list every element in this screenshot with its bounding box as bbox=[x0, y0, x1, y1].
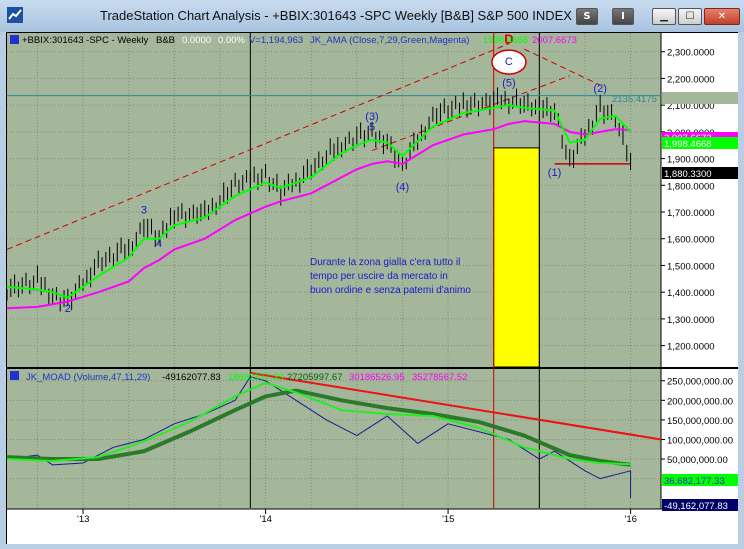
price-axis-label-4: 1,900.0000 bbox=[667, 155, 715, 166]
moad-value-5: 35278567.52 bbox=[412, 372, 467, 383]
wave-label-0: 2 bbox=[65, 303, 71, 315]
last-price-box bbox=[662, 167, 738, 179]
time-axis-label-2: '15 bbox=[442, 514, 454, 525]
price-symbol-label: +BBIX:301643 -SPC - Weekly bbox=[22, 35, 149, 46]
moad-value-1: -49162077.83 bbox=[162, 372, 221, 383]
moad-value-2: 18682177.33 bbox=[228, 372, 283, 383]
tradestation-icon bbox=[7, 7, 23, 23]
wave-label-4: 5 bbox=[369, 122, 375, 134]
time-axis-label-1: '14 bbox=[260, 514, 272, 525]
price-grid bbox=[7, 33, 661, 367]
wave-label-3: (3) bbox=[365, 111, 378, 123]
moad-fast-line bbox=[6, 381, 631, 466]
price-axis-label-10: 1,300.0000 bbox=[667, 315, 715, 326]
ama-slow-value: 2007.6673 bbox=[532, 35, 577, 46]
price-series bbox=[6, 33, 661, 508]
bnb-value: 0.0000 bbox=[182, 35, 211, 46]
price-axis-label-1: 2,200.0000 bbox=[667, 74, 715, 85]
annotation-line-2: tempo per uscire da mercato in bbox=[310, 271, 448, 282]
moad-value-3: 27205997.67 bbox=[287, 372, 342, 383]
volume-axis-label-3: 100,000,000.00 bbox=[667, 435, 733, 446]
wave-label-7: C bbox=[505, 56, 513, 68]
window-title: TradeStation Chart Analysis - +BBIX:3016… bbox=[100, 8, 572, 23]
last-price: 1,880.3300 bbox=[664, 169, 712, 180]
volume-axis-label-0: 250,000,000.00 bbox=[667, 377, 733, 388]
wave-label-8: D bbox=[504, 32, 513, 47]
wave-label-10: (1) bbox=[548, 167, 561, 179]
wave-label-1: 3 bbox=[141, 204, 147, 216]
moad-last-value: -49,162,077.83 bbox=[664, 501, 728, 512]
price-axis-label-8: 1,500.0000 bbox=[667, 261, 715, 272]
annotation-line-1: Durante la zona gialla c'era tutto il bbox=[310, 257, 460, 268]
interval-button[interactable]: I bbox=[612, 8, 634, 25]
time-axis-area bbox=[7, 509, 738, 544]
moad-green-value: 36,682,177.33 bbox=[664, 476, 725, 487]
trend-channel-down bbox=[523, 48, 601, 86]
green-value: 1,998.4668 bbox=[664, 139, 712, 150]
bnb-label: B&B bbox=[156, 35, 175, 46]
symbol-button[interactable]: S bbox=[576, 8, 598, 25]
ama-fast-value: 1998.4668 bbox=[483, 35, 528, 46]
moad-last-box bbox=[662, 499, 738, 511]
price-pane[interactable] bbox=[7, 33, 661, 367]
horizontal-line-label: 2135.4175 bbox=[612, 94, 657, 105]
volume-trend-line bbox=[250, 371, 662, 441]
price-axis-label-2: 2,100.0000 bbox=[667, 101, 715, 112]
price-axis-area bbox=[661, 33, 738, 509]
ama-indicator-label: JK_AMA (Close,7,29,Green,Magenta) bbox=[310, 35, 469, 46]
yellow-zone bbox=[493, 147, 540, 368]
wave-label-9: (2) bbox=[593, 83, 606, 95]
hline-label-box bbox=[662, 92, 738, 104]
wave-c-circle bbox=[491, 49, 527, 75]
volume-legend-icon[interactable] bbox=[10, 371, 19, 380]
volume-axis-label-1: 200,000,000.00 bbox=[667, 396, 733, 407]
wave-label-6: (5) bbox=[502, 77, 515, 89]
price-axis-label-9: 1,400.0000 bbox=[667, 288, 715, 299]
volume-axis-label-2: 150,000,000.00 bbox=[667, 416, 733, 427]
maximize-button[interactable]: ☐ bbox=[678, 8, 702, 25]
moad-slow-line bbox=[6, 388, 631, 467]
price-axis-label-7: 1,600.0000 bbox=[667, 235, 715, 246]
moad-value-4: 30186526.95 bbox=[349, 372, 404, 383]
volume-axis-label-4: 50,000,000.00 bbox=[667, 455, 728, 466]
ama-slow-line bbox=[6, 120, 631, 310]
volume-series bbox=[6, 371, 662, 498]
time-axis-label-3: '16 bbox=[625, 514, 637, 525]
title-bar[interactable]: TradeStation Chart Analysis - +BBIX:3016… bbox=[0, 0, 744, 32]
annotation-line-3: buon ordine e senza patemi d'animo bbox=[310, 285, 471, 296]
wave-labels: 2 3 4 (3)5 (4) (5) CD (2) (1) bbox=[65, 32, 607, 315]
time-axis-label-0: '13 bbox=[77, 514, 89, 525]
wave-label-2: 4 bbox=[156, 238, 162, 250]
price-axis-label-0: 2,300.0000 bbox=[667, 48, 715, 59]
price-axis-label-6: 1,700.0000 bbox=[667, 208, 715, 219]
volume-line bbox=[6, 376, 632, 498]
price-axis-label-11: 1,200.0000 bbox=[667, 342, 715, 353]
chart-area[interactable]: 2,300.00002,200.00002,100.00002,000.0000… bbox=[0, 32, 744, 549]
price-axis-label-5: 1,800.0000 bbox=[667, 181, 715, 192]
volume-grid bbox=[7, 369, 661, 508]
volume-axis: 250,000,000.00 200,000,000.00 150,000,000.… bbox=[661, 377, 733, 466]
volume-readout: V=1,194,963 bbox=[249, 35, 303, 46]
moad-green-box bbox=[662, 474, 738, 486]
wave-label-5: (4) bbox=[396, 182, 409, 194]
trend-channel-upper bbox=[6, 43, 510, 250]
price-bars bbox=[6, 87, 632, 312]
ama-fast-line bbox=[6, 104, 632, 299]
moad-indicator-label: JK_MOAD (Volume,47,11,29) bbox=[26, 372, 150, 383]
time-axis: '13 '14 '15 '16 bbox=[77, 509, 637, 525]
bnb-percent: 0.00% bbox=[218, 35, 245, 46]
close-button[interactable]: ✕ bbox=[704, 8, 740, 25]
green-value-box bbox=[662, 137, 738, 149]
minimize-button[interactable]: ▁ bbox=[652, 8, 676, 25]
price-legend-icon[interactable] bbox=[10, 35, 19, 44]
